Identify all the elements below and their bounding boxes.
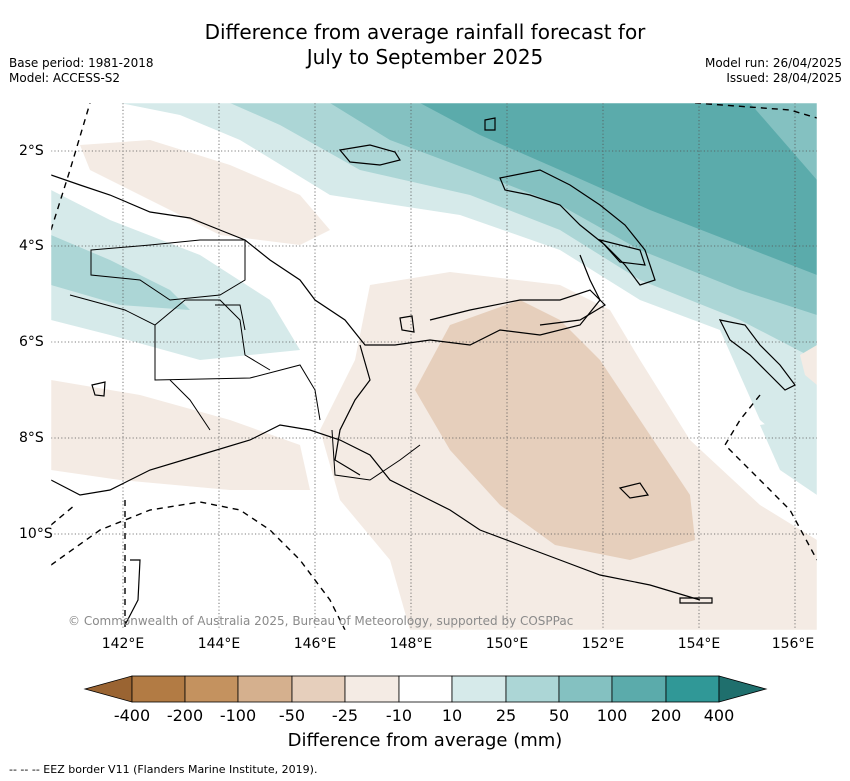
title-line-1: Difference from average rainfall forecas…: [204, 20, 646, 44]
colorbar-bin-3: [237, 675, 293, 703]
lon-tick-148e: 148°E: [389, 636, 433, 652]
lon-tick-144e: 144°E: [197, 636, 241, 652]
lon-tick-156e: 156°E: [771, 636, 815, 652]
colorbar-bin-11: [665, 675, 720, 703]
province-borders: [69, 239, 421, 481]
lon-tick-150e: 150°E: [485, 636, 529, 652]
colorbar-min-extension: [83, 675, 133, 703]
meta-right: Model run: 26/04/2025 Issued: 28/04/2025: [705, 56, 842, 86]
lon-tick-152e: 152°E: [581, 636, 625, 652]
colorbar-label: -25: [331, 706, 359, 725]
dry-10-west: [51, 380, 310, 490]
meta-left: Base period: 1981-2018 Model: ACCESS-S2: [9, 56, 154, 86]
colorbar-label: -50: [278, 706, 306, 725]
colorbar-label: 50: [548, 706, 570, 725]
eez-legend: -- -- -- EEZ border V11 (Flanders Marine…: [9, 763, 318, 776]
colorbar-bin-10: [611, 675, 667, 703]
model-text: Model: ACCESS-S2: [9, 71, 121, 85]
east-wet: [760, 420, 817, 495]
colorbar-max-extension: [718, 675, 768, 703]
colorbar-label: -400: [113, 706, 151, 725]
colorbar-bin-8: [505, 675, 560, 703]
colorbar-label: 400: [703, 706, 735, 725]
colorbar-title: Difference from average (mm): [287, 730, 563, 751]
colorbar-label: 100: [596, 706, 628, 725]
colorbar-label: 200: [650, 706, 682, 725]
lat-tick-10s: 10°S: [19, 526, 53, 542]
colorbar-label: -10: [385, 706, 413, 725]
model-run-text: Model run: 26/04/2025: [704, 56, 842, 70]
colorbar-label: 10: [441, 706, 463, 725]
dry-10-east-edge: [800, 345, 817, 385]
wet-100-band: [420, 103, 817, 275]
base-period-text: Base period: 1981-2018: [9, 56, 154, 70]
title-line-2: July to September 2025: [306, 45, 544, 69]
dry-10-north: [80, 140, 330, 245]
eez-borders: [51, 103, 817, 630]
lat-tick-2s: 2°S: [19, 143, 44, 159]
dry-25-core: [415, 300, 695, 560]
lat-tick-8s: 8°S: [19, 430, 44, 446]
colorbar-bin-5: [344, 675, 400, 703]
lon-tick-142e: 142°E: [101, 636, 145, 652]
graticule: [51, 103, 817, 630]
colorbar-bin-1: [131, 675, 186, 703]
colorbar-bin-6: [398, 675, 453, 703]
copyright-credit: © Commonwealth of Australia 2025, Bureau…: [68, 614, 574, 628]
lon-tick-154e: 154°E: [677, 636, 721, 652]
colorbar-label: -200: [166, 706, 204, 725]
issued-text: Issued: 28/04/2025: [726, 71, 842, 85]
west-wet-25: [51, 235, 190, 310]
map-title: Difference from average rainfall forecas…: [0, 20, 850, 70]
lat-tick-4s: 4°S: [19, 238, 44, 254]
colorbar-bin-2: [184, 675, 239, 703]
colorbar-bin-7: [451, 675, 507, 703]
colorbar-bin-9: [558, 675, 613, 703]
colorbar-label: -100: [219, 706, 257, 725]
lat-tick-6s: 6°S: [19, 334, 44, 350]
colorbar-bin-4: [291, 675, 346, 703]
coastlines: [51, 117, 796, 626]
colorbar: [83, 675, 768, 703]
colorbar-label: 25: [495, 706, 517, 725]
lon-tick-146e: 146°E: [293, 636, 337, 652]
